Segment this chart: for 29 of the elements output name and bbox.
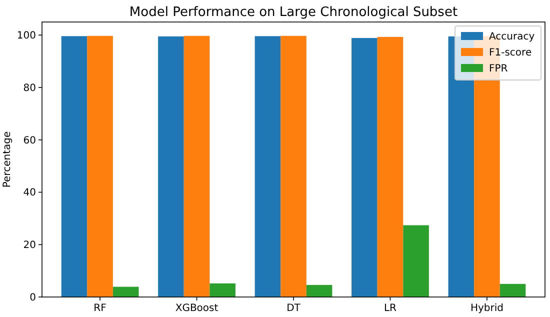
bar: [254, 36, 281, 297]
y-tick-label: 80: [23, 82, 36, 94]
x-tick-label: XGBoost: [175, 303, 218, 314]
bar: [377, 36, 404, 297]
bar: [158, 36, 184, 297]
bar: [112, 286, 139, 297]
bar: [184, 36, 210, 297]
legend-label: Accuracy: [489, 32, 535, 42]
bar: [403, 225, 429, 297]
legend-label: F1-score: [489, 48, 532, 58]
bar: [210, 283, 236, 297]
bar: [306, 284, 332, 297]
legend-label: FPR: [489, 64, 508, 74]
y-tick-label: 100: [16, 30, 36, 42]
y-tick-label: 20: [23, 240, 36, 252]
bar: [87, 36, 113, 297]
x-tick-label: LR: [384, 303, 397, 314]
x-tick-label: DT: [286, 303, 302, 314]
y-tick-label: 0: [30, 292, 36, 304]
bar: [61, 36, 88, 297]
bar: [352, 38, 378, 297]
x-tick-label: Hybrid: [470, 303, 504, 314]
y-tick-label: 60: [23, 135, 36, 146]
bar: [500, 284, 526, 297]
y-axis-title: Percentage: [2, 131, 13, 188]
x-tick-label: RF: [94, 303, 107, 314]
chart-title: Model Performance on Large Chronological Subset: [129, 5, 458, 20]
bar: [280, 36, 306, 297]
y-tick-label: 40: [23, 188, 36, 199]
